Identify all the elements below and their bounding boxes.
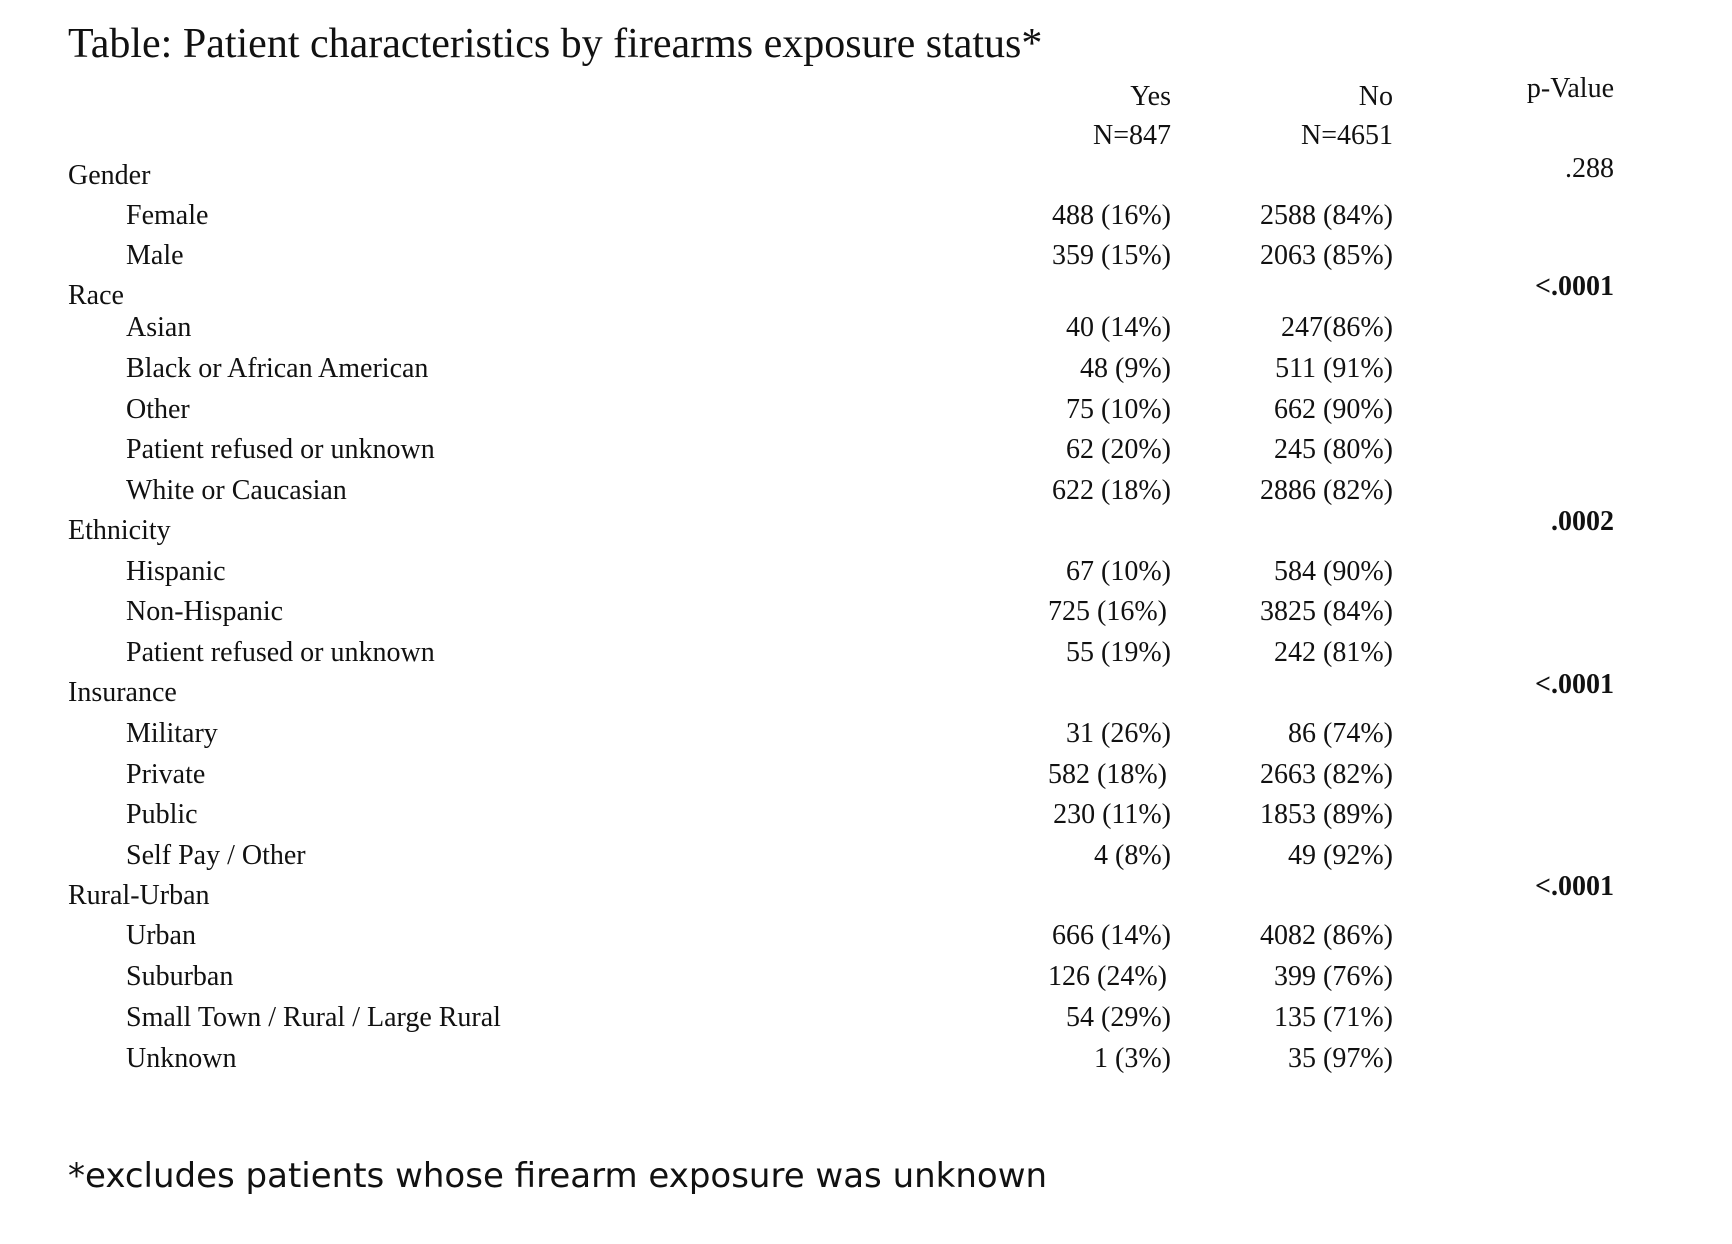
column-header-no: No [1358, 81, 1393, 112]
yes-value: 230 (11%) [1053, 799, 1171, 830]
yes-value: 4 (8%) [1094, 840, 1171, 871]
row-label: Other [126, 394, 190, 425]
row-label: Female [126, 200, 209, 231]
no-value: 247(86%) [1281, 312, 1393, 343]
yes-value: 725 (16%) [1048, 596, 1167, 627]
yes-value: 582 (18%) [1048, 759, 1167, 790]
yes-value: 54 (29%) [1066, 1002, 1171, 1033]
yes-value: 126 (24%) [1048, 961, 1167, 992]
no-value: 4082 (86%) [1260, 920, 1393, 951]
group-label-rural-urban: Rural-Urban [68, 880, 210, 911]
p-value-gender: .288 [1565, 153, 1614, 184]
no-value: 662 (90%) [1274, 394, 1393, 425]
row-label: Black or African American [126, 353, 429, 384]
column-header-p-value: p-Value [1526, 73, 1614, 104]
yes-value: 359 (15%) [1052, 240, 1171, 271]
yes-value: 488 (16%) [1052, 200, 1171, 231]
no-value: 2663 (82%) [1260, 759, 1393, 790]
group-label-gender: Gender [68, 160, 151, 191]
p-value-race: <.0001 [1535, 271, 1614, 302]
no-value: 1853 (89%) [1260, 799, 1393, 830]
no-value: 245 (80%) [1274, 434, 1393, 465]
group-label-race: Race [68, 280, 124, 311]
row-label: Self Pay / Other [126, 840, 306, 871]
no-value: 2886 (82%) [1260, 475, 1393, 506]
p-value-insurance: <.0001 [1535, 669, 1614, 700]
no-value: 2588 (84%) [1260, 200, 1393, 231]
yes-value: 40 (14%) [1066, 312, 1171, 343]
column-header-yes: Yes [1130, 81, 1171, 112]
row-label: Non-Hispanic [126, 596, 284, 627]
yes-value: 666 (14%) [1052, 920, 1171, 951]
table-title: Table: Patient characteristics by firear… [68, 21, 1043, 67]
row-label: Patient refused or unknown [126, 434, 435, 465]
no-value: 2063 (85%) [1260, 240, 1393, 271]
footnote: *excludes patients whose firearm exposur… [68, 1156, 1048, 1196]
no-value: 135 (71%) [1274, 1002, 1393, 1033]
yes-value: 75 (10%) [1066, 394, 1171, 425]
row-label: Unknown [126, 1043, 237, 1074]
no-value: 3825 (84%) [1260, 596, 1393, 627]
row-label: Asian [126, 312, 192, 343]
column-header-yes-n: N=847 [1092, 120, 1171, 151]
no-value: 242 (81%) [1274, 637, 1393, 668]
row-label: Private [126, 759, 206, 790]
row-label: White or Caucasian [126, 475, 347, 506]
row-label: Male [126, 240, 184, 271]
yes-value: 62 (20%) [1066, 434, 1171, 465]
group-label-ethnicity: Ethnicity [68, 515, 171, 546]
row-label: Urban [126, 920, 196, 951]
yes-value: 48 (9%) [1080, 353, 1171, 384]
no-value: 399 (76%) [1274, 961, 1393, 992]
no-value: 584 (90%) [1274, 556, 1393, 587]
column-header-no-n: N=4651 [1300, 120, 1393, 151]
row-label: Hispanic [126, 556, 226, 587]
p-value-ethnicity: .0002 [1551, 506, 1614, 537]
no-value: 86 (74%) [1288, 718, 1393, 749]
no-value: 511 (91%) [1275, 353, 1393, 384]
yes-value: 622 (18%) [1052, 475, 1171, 506]
row-label: Patient refused or unknown [126, 637, 435, 668]
yes-value: 1 (3%) [1094, 1043, 1171, 1074]
group-label-insurance: Insurance [68, 677, 177, 708]
no-value: 35 (97%) [1288, 1043, 1393, 1074]
row-label: Military [126, 718, 218, 749]
row-label: Suburban [126, 961, 234, 992]
row-label: Small Town / Rural / Large Rural [126, 1002, 501, 1033]
yes-value: 67 (10%) [1066, 556, 1171, 587]
p-value-rural-urban: <.0001 [1535, 871, 1614, 902]
yes-value: 55 (19%) [1066, 637, 1171, 668]
row-label: Public [126, 799, 198, 830]
no-value: 49 (92%) [1288, 840, 1393, 871]
yes-value: 31 (26%) [1066, 718, 1171, 749]
